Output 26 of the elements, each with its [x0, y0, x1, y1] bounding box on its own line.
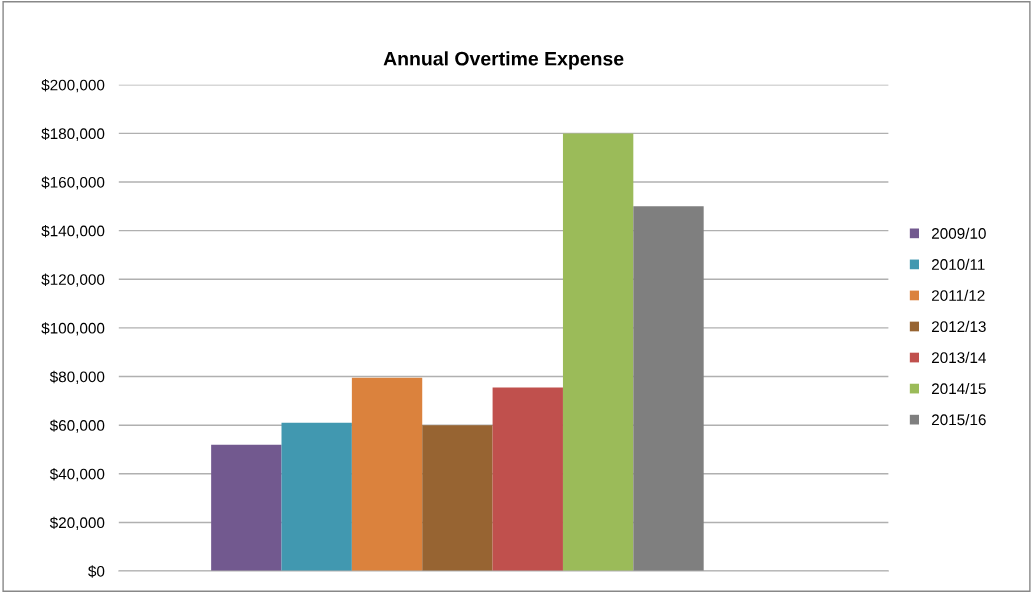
y-tick-label: $160,000 — [41, 176, 105, 190]
bar — [211, 444, 282, 572]
y-tick-label: $40,000 — [49, 468, 105, 482]
y-tick-label: $100,000 — [41, 322, 105, 336]
bar — [351, 377, 423, 572]
y-tick-label: $200,000 — [41, 79, 105, 93]
bar — [492, 387, 563, 572]
y-tick-label: $140,000 — [41, 224, 105, 239]
bar — [562, 133, 634, 572]
legend-label: 2012/13 — [931, 320, 986, 333]
bar — [281, 422, 352, 572]
legend-label: 2009/10 — [931, 227, 986, 239]
y-tick-label: $60,000 — [49, 419, 105, 433]
legend-label: 2013/14 — [931, 351, 986, 364]
bar — [633, 206, 704, 572]
y-tick-label: $80,000 — [49, 370, 105, 385]
legend-label: 2010/11 — [931, 258, 985, 270]
legend-label: 2015/16 — [931, 413, 986, 426]
bar — [422, 425, 493, 572]
y-tick-label: $120,000 — [41, 273, 105, 287]
legend-label: 2011/12 — [931, 289, 985, 301]
y-tick-label: $180,000 — [41, 127, 105, 141]
legend-label: 2014/15 — [931, 382, 986, 395]
y-tick-label: $0 — [88, 565, 105, 578]
y-tick-label: $20,000 — [49, 516, 105, 530]
chart-title: Annual Overtime Expense — [383, 51, 624, 70]
